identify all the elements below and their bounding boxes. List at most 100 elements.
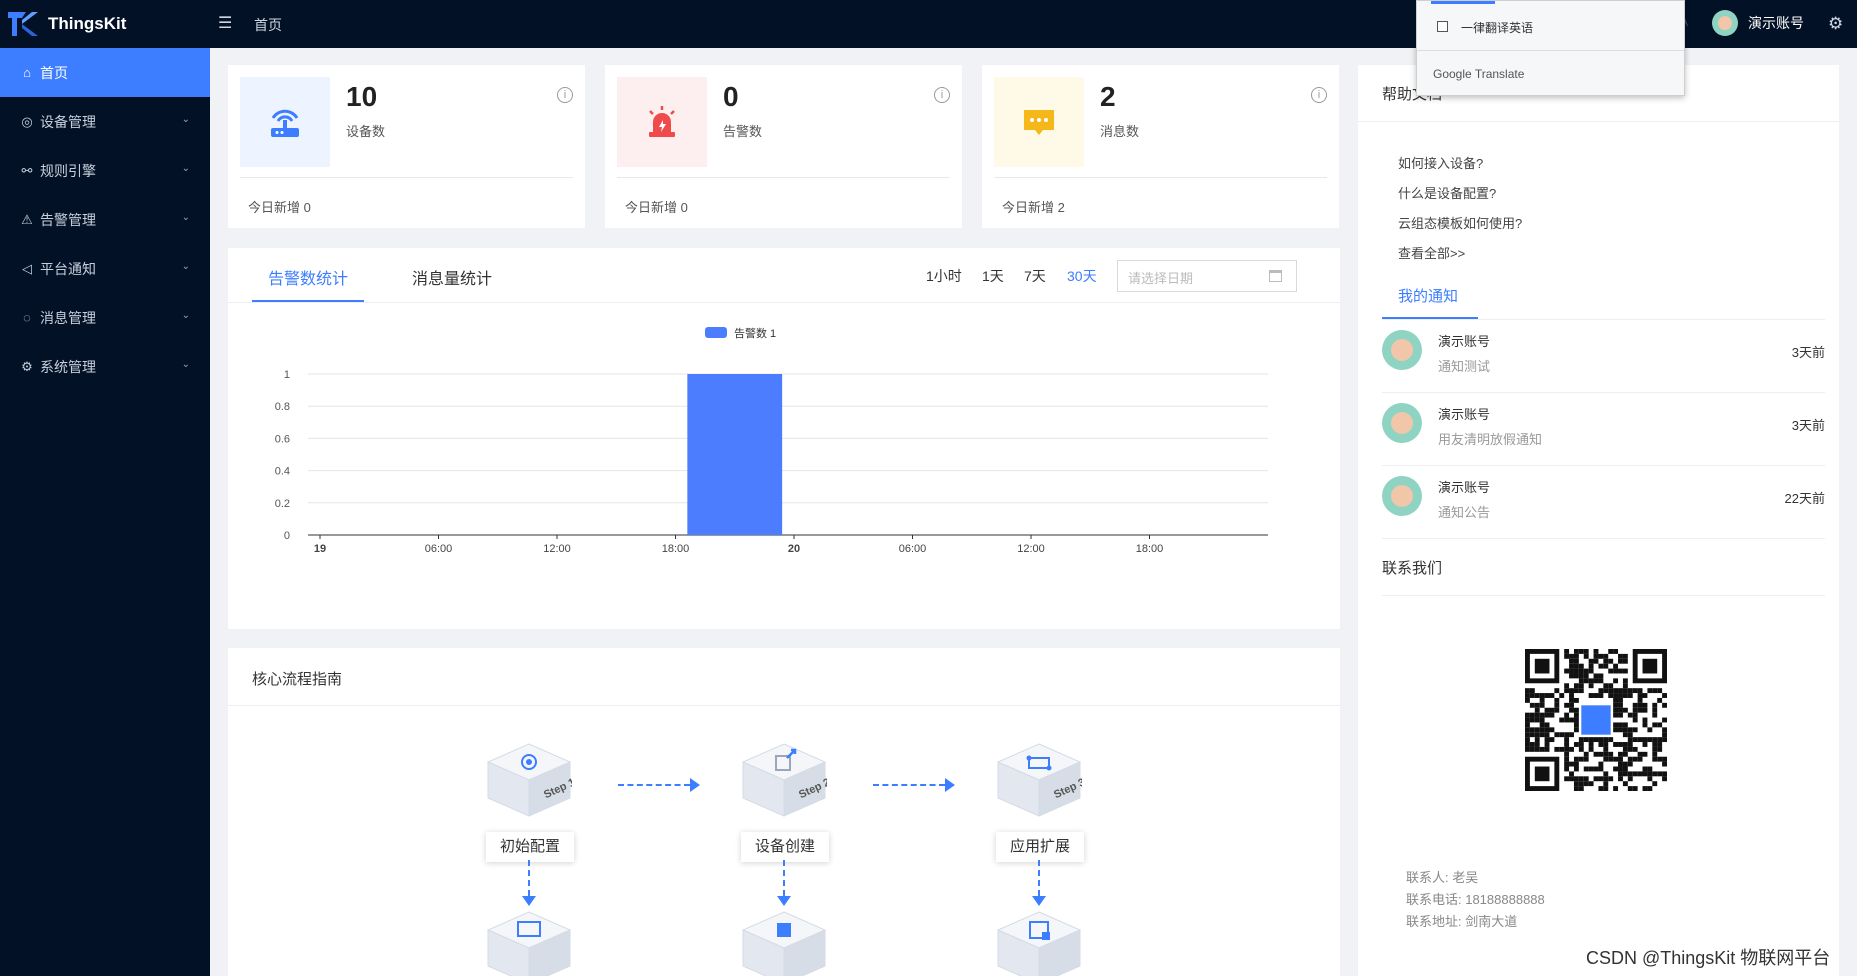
chevron-down-icon: ⌄ — [181, 163, 190, 174]
help-link-device-config[interactable]: 什么是设备配置? — [1398, 186, 1497, 201]
alarm-icon: ⚠ — [21, 211, 33, 227]
menu-toggle-icon[interactable]: ☰ — [218, 15, 233, 32]
tab-my-notifications[interactable]: 我的通知 — [1398, 288, 1459, 305]
bar-alarm-count — [687, 374, 783, 535]
divider — [1382, 319, 1825, 320]
breadcrumb[interactable]: 首页 — [254, 17, 282, 33]
chevron-down-icon: ⌄ — [181, 261, 190, 272]
rule-icon: ⚯ — [21, 162, 33, 178]
flow-arrow-down — [777, 860, 791, 906]
user-avatar — [1712, 10, 1738, 36]
sidebar-item-alarms[interactable]: ⚠ 告警管理 ⌄ — [0, 195, 210, 244]
statistics-card: 告警数统计 消息量统计 1小时 1天 7天 30天 请选择日期 告警数 1 0 0.… — [228, 248, 1340, 629]
y-tick-label: 0.6 — [275, 433, 290, 445]
active-tab-underline — [1382, 317, 1478, 319]
stat-footer: 今日新增 0 — [248, 200, 311, 215]
stat-value: 10 — [346, 81, 378, 112]
sidebar: ⌂ 首页 ◎ 设备管理 ⌄ ⚯ 规则引擎 ⌄ ⚠ 告警管理 ⌄ ◁ 平台通知 ⌄… — [0, 48, 210, 976]
divider — [1417, 50, 1684, 51]
notice-text: 通知公告 — [1438, 505, 1491, 520]
y-tick-label: 0.8 — [275, 401, 290, 413]
step-label: 应用扩展 — [996, 832, 1084, 862]
user-menu[interactable]: 演示账号 — [1712, 10, 1804, 36]
range-30d[interactable]: 30天 — [1067, 268, 1097, 284]
help-link-cloud-template[interactable]: 云组态模板如何使用? — [1398, 216, 1523, 231]
popup-accent — [1431, 1, 1495, 4]
x-tick-label: 20 — [788, 543, 800, 555]
range-1d[interactable]: 1天 — [982, 268, 1004, 284]
sidebar-item-label: 系统管理 — [40, 358, 96, 375]
help-link-view-all[interactable]: 查看全部>> — [1398, 246, 1466, 261]
divider — [228, 705, 1340, 706]
sidebar-item-label: 告警管理 — [40, 211, 96, 228]
info-icon[interactable]: i — [934, 87, 950, 103]
right-panel: 帮助文档 如何接入设备? 什么是设备配置? 云组态模板如何使用? 查看全部>> … — [1358, 65, 1839, 976]
divider — [617, 177, 950, 178]
settings-gear-icon[interactable]: ⚙ — [1828, 14, 1844, 33]
flow-arrow-down — [522, 860, 536, 906]
chevron-down-icon: ⌄ — [181, 212, 190, 223]
notice-item[interactable]: 演示账号 用友清明放假通知 3天前 — [1382, 393, 1825, 466]
sidebar-item-label: 平台通知 — [40, 260, 96, 277]
range-7d[interactable]: 7天 — [1024, 268, 1046, 284]
sidebar-item-messages[interactable]: ◌ 消息管理 ⌄ — [0, 293, 210, 342]
stat-card-devices: 10 设备数 i 今日新增 0 — [228, 65, 585, 228]
notice-item[interactable]: 演示账号 通知测试 3天前 — [1382, 320, 1825, 393]
flow-arrow-right — [873, 778, 955, 792]
step-cube-device-icon: Step 2 — [741, 743, 827, 817]
info-icon[interactable]: i — [557, 87, 573, 103]
x-tick-label: 19 — [314, 543, 326, 555]
notice-time: 22天前 — [1784, 491, 1825, 506]
tab-message-stats[interactable]: 消息量统计 — [412, 271, 493, 288]
sidebar-item-notifications[interactable]: ◁ 平台通知 ⌄ — [0, 244, 210, 293]
csdn-watermark: CSDN @ThingsKit 物联网平台 — [1586, 948, 1831, 968]
substep-cube-icon — [486, 911, 572, 976]
home-icon: ⌂ — [23, 65, 31, 80]
router-icon — [271, 109, 299, 137]
contact-address: 联系地址: 剑南大道 — [1406, 914, 1518, 929]
date-placeholder: 请选择日期 — [1128, 271, 1194, 286]
contact-person: 联系人: 老吴 — [1406, 870, 1479, 885]
date-picker-input[interactable]: 请选择日期 — [1117, 260, 1297, 292]
siren-icon — [649, 106, 675, 137]
x-tick-label: 06:00 — [899, 543, 927, 555]
divider — [994, 177, 1327, 178]
always-translate-checkbox[interactable] — [1437, 21, 1448, 32]
contact-phone: 联系电话: 18188888888 — [1406, 892, 1545, 907]
stat-label: 告警数 — [723, 124, 763, 139]
always-translate-label[interactable]: 一律翻译英语 — [1461, 21, 1534, 35]
stat-footer: 今日新增 0 — [625, 200, 688, 215]
flow-arrow-down — [1032, 860, 1046, 906]
divider — [1382, 595, 1825, 596]
y-tick-label: 0.4 — [275, 466, 290, 478]
message-icon: ◌ — [23, 310, 31, 325]
sidebar-item-rules[interactable]: ⚯ 规则引擎 ⌄ — [0, 146, 210, 195]
step-cube-app-icon: Step 3 — [996, 743, 1082, 817]
step-label: 设备创建 — [741, 832, 829, 862]
legend-swatch — [705, 327, 727, 338]
divider — [1358, 121, 1839, 122]
qr-code-icon — [1525, 649, 1667, 791]
x-tick-label: 12:00 — [1017, 543, 1045, 555]
device-icon: ◎ — [21, 113, 33, 129]
sidebar-item-system[interactable]: ⚙ 系统管理 ⌄ — [0, 342, 210, 391]
contact-title: 联系我们 — [1382, 560, 1443, 577]
help-link-connect-device[interactable]: 如何接入设备? — [1398, 156, 1484, 171]
info-icon[interactable]: i — [1311, 87, 1327, 103]
app-logo[interactable]: ThingsKit — [8, 12, 126, 36]
sidebar-item-home[interactable]: ⌂ 首页 — [0, 48, 210, 97]
notice-text: 通知测试 — [1438, 359, 1491, 374]
sidebar-item-label: 设备管理 — [40, 113, 96, 130]
stat-value: 2 — [1100, 81, 1116, 112]
sidebar-item-devices[interactable]: ◎ 设备管理 ⌄ — [0, 97, 210, 146]
chevron-down-icon: ⌄ — [181, 310, 190, 321]
google-translate-brand: Google Translate — [1433, 67, 1525, 81]
range-1h[interactable]: 1小时 — [926, 268, 962, 284]
core-process-guide: 核心流程指南 Step 1 初始配置 Step 2 设备创建 — [228, 648, 1340, 976]
chat-icon — [1024, 110, 1054, 135]
notice-time: 3天前 — [1791, 418, 1825, 433]
tab-alarm-stats[interactable]: 告警数统计 — [268, 271, 349, 288]
notice-item[interactable]: 演示账号 通知公告 22天前 — [1382, 466, 1825, 539]
avatar — [1382, 476, 1422, 516]
notice-text: 用友清明放假通知 — [1438, 432, 1543, 447]
